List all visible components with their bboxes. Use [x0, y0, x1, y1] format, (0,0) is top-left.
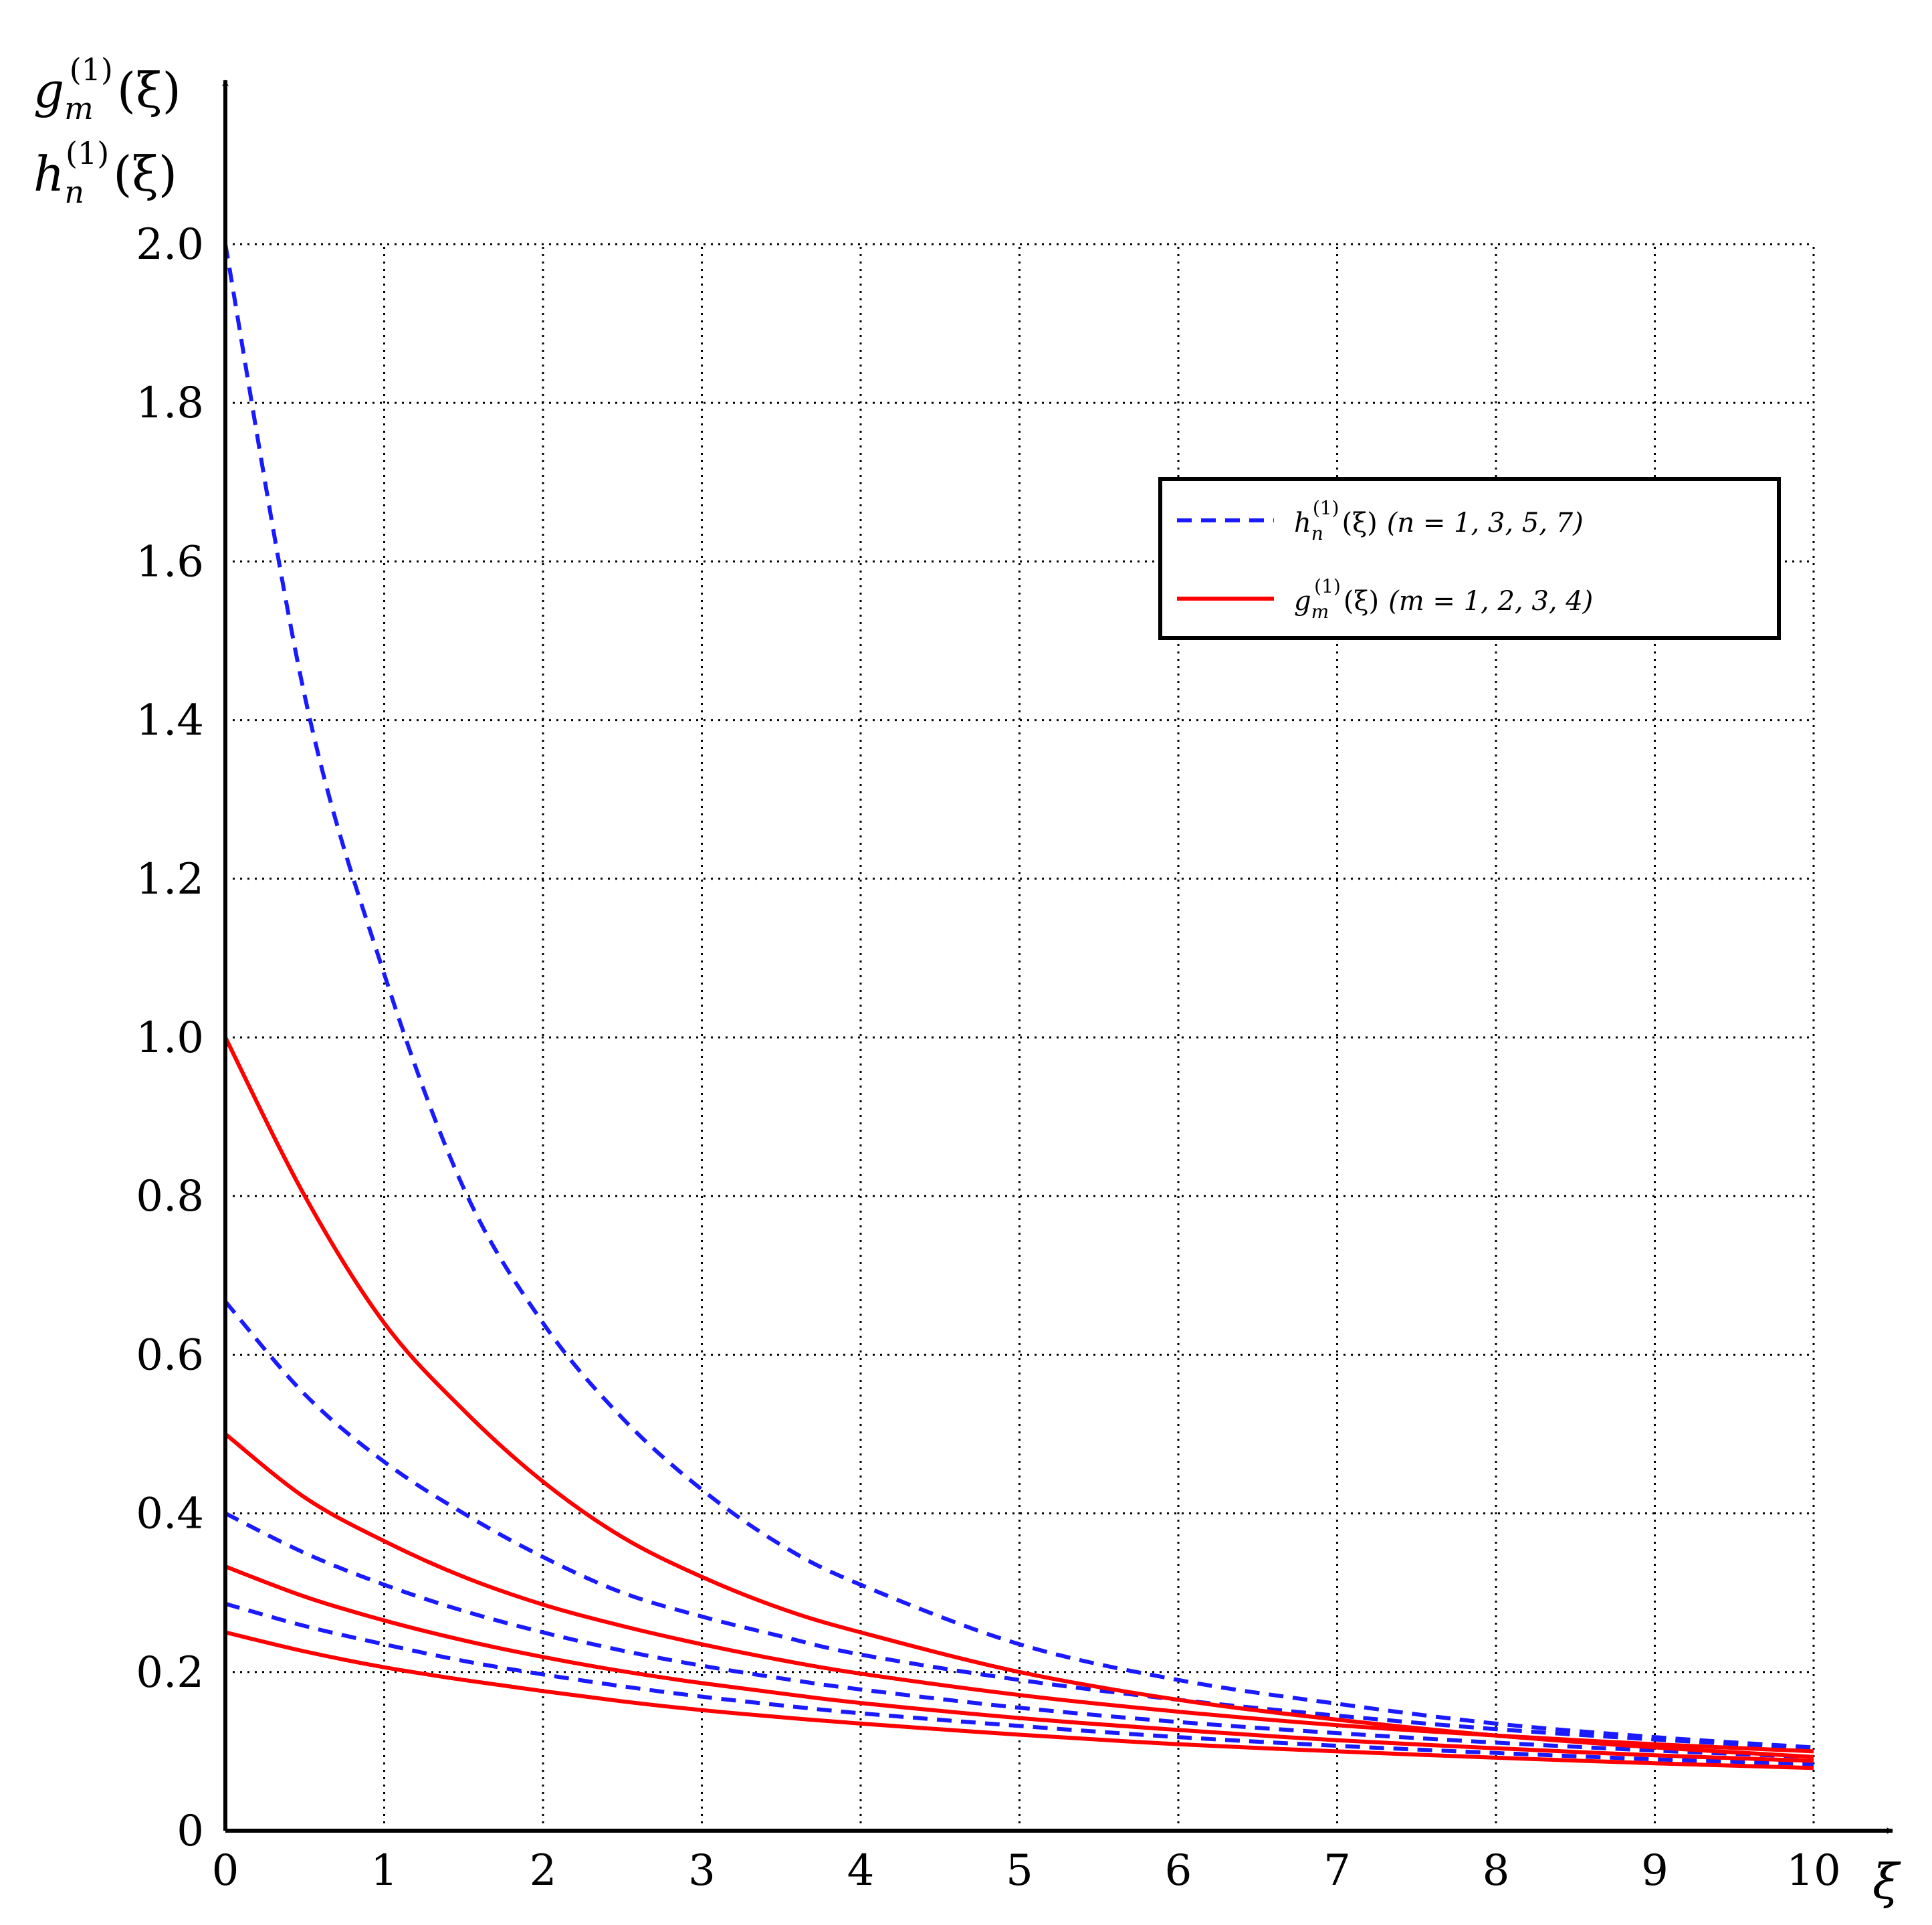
- series-line-h-2: [223, 1300, 1814, 1750]
- y-axis-title-g-sup: (1): [70, 52, 113, 88]
- legend-g-arg: (ξ): [1344, 586, 1379, 617]
- series-line-g-6: [224, 1432, 1814, 1754]
- legend: hn(1) (ξ) (n = 1, 3, 5, 7) gm(1) (ξ) (m = 1,…: [1158, 477, 1781, 640]
- x-tick-label: 8: [1483, 1846, 1510, 1896]
- y-tick-label: 1.8: [136, 379, 204, 428]
- legend-g-sub: m: [1311, 601, 1329, 623]
- series-line-h-1: [223, 243, 1814, 1750]
- legend-g-symbol: g: [1294, 586, 1311, 617]
- series-layer: [223, 243, 1814, 1770]
- legend-h-arg: (ξ): [1341, 508, 1377, 538]
- x-tick-label: 3: [688, 1846, 716, 1896]
- legend-h-sub: n: [1311, 522, 1323, 544]
- y-axis-title-h-arg: (ξ): [113, 146, 177, 202]
- x-tick-label: 7: [1323, 1846, 1351, 1896]
- y-axis-title-h: hn(1)(ξ): [33, 135, 177, 210]
- y-tick-label: 0: [177, 1807, 204, 1856]
- y-tick-label: 1.4: [136, 696, 204, 746]
- x-tick-label: 1: [370, 1846, 398, 1896]
- y-axis-title-h-symbol: h: [33, 146, 64, 202]
- y-axis-title-g-symbol: g: [33, 62, 64, 118]
- x-tick-label: 9: [1641, 1846, 1669, 1896]
- y-tick-label: 1.2: [136, 855, 204, 904]
- y-tick-label: 0.8: [136, 1172, 204, 1221]
- y-tick-label: 1.0: [136, 1013, 204, 1063]
- legend-h-symbol: h: [1294, 508, 1311, 538]
- y-tick-label: 0.4: [136, 1490, 204, 1539]
- y-tick-label: 0.6: [136, 1330, 204, 1380]
- legend-label-h: hn (1) (ξ) (n = 1, 3, 5, 7): [1294, 497, 1584, 544]
- legend-box: [1158, 477, 1781, 640]
- x-tick-label: 2: [530, 1846, 557, 1896]
- y-axis-title-h-sup: (1): [66, 135, 109, 171]
- y-axis-title-g: gm(1)(ξ): [33, 52, 181, 126]
- series-line-g-7: [224, 1564, 1814, 1763]
- x-tick-label: 0: [212, 1846, 239, 1896]
- x-tick-label: 10: [1786, 1846, 1840, 1896]
- y-axis-title-h-sub: n: [64, 174, 84, 210]
- x-tick-label: 5: [1006, 1846, 1033, 1896]
- x-axis-title: ξ: [1872, 1853, 1901, 1910]
- y-axis-title-g-sub: m: [64, 90, 94, 126]
- legend-h-sup: (1): [1313, 497, 1339, 519]
- series-line-h-3: [224, 1511, 1814, 1759]
- y-tick-label: 2.0: [136, 220, 204, 270]
- series-line-h-4: [225, 1601, 1814, 1766]
- legend-g-condition: (m = 1, 2, 3, 4): [1388, 586, 1593, 617]
- y-tick-label: 0.2: [136, 1648, 204, 1698]
- x-tick-label: 4: [847, 1846, 875, 1896]
- y-tick-label: 1.6: [136, 537, 204, 587]
- x-tick-label: 6: [1165, 1846, 1192, 1896]
- y-axis-title-g-arg: (ξ): [117, 62, 181, 118]
- legend-g-sup: (1): [1314, 575, 1341, 597]
- series-line-g-8: [225, 1630, 1814, 1770]
- legend-h-condition: (n = 1, 3, 5, 7): [1387, 508, 1584, 538]
- legend-label-g: gm (1) (ξ) (m = 1, 2, 3, 4): [1294, 575, 1593, 623]
- axes: [222, 80, 1893, 1834]
- tick-labels: 0 1 2 3 4 5 6 7 8 9 10 0 0.2 0.4 0.6 0.8 1.0 1.2 1.4 1.6 1.8…: [136, 220, 1841, 1896]
